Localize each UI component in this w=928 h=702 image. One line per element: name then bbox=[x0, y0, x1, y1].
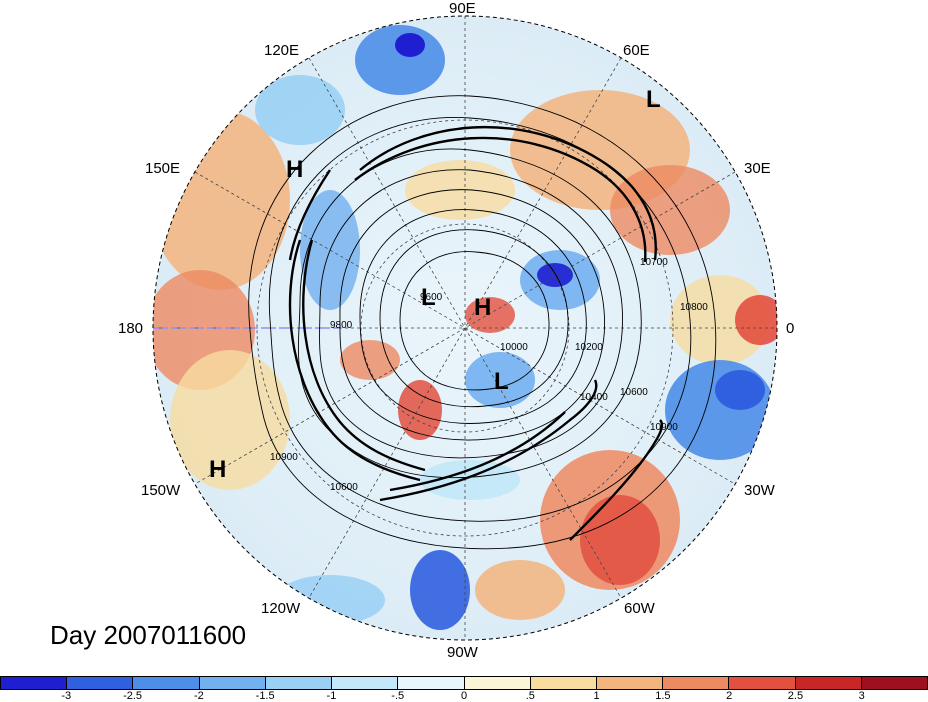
contour-label: 9800 bbox=[330, 320, 353, 331]
lon-label-150w: 150W bbox=[141, 482, 181, 499]
colorbar-tick-label: 0 bbox=[460, 690, 468, 702]
colorbar-segment bbox=[398, 677, 465, 689]
colorbar-tick-label: .5 bbox=[525, 690, 535, 702]
colorbar-segment bbox=[199, 677, 266, 689]
colorbar-segment bbox=[530, 677, 597, 689]
lon-label-90w: 90W bbox=[447, 644, 478, 661]
colorbar-segment bbox=[1, 677, 68, 689]
contour-label: 10900 bbox=[650, 422, 678, 433]
center-h-150w: H bbox=[209, 456, 227, 483]
center-h-pole: H bbox=[474, 294, 492, 321]
colorbar-segment bbox=[464, 677, 531, 689]
colorbar bbox=[0, 676, 928, 690]
contour-labels: 9600 9800 10000 10200 10400 10600 10700 … bbox=[270, 257, 708, 493]
colorbar-segment bbox=[133, 677, 200, 689]
colorbar-tick-label: -.5 bbox=[391, 690, 405, 702]
colorbar-tick-label: -1.5 bbox=[255, 690, 275, 702]
colorbar-tick-label: 2 bbox=[726, 690, 733, 702]
colorbar-tick-label: -1 bbox=[326, 690, 337, 702]
colorbar-tick-label: 2.5 bbox=[787, 690, 804, 702]
contour-label: 10600 bbox=[620, 387, 648, 398]
lon-label-0: 0 bbox=[786, 320, 795, 337]
colorbar-segment bbox=[332, 677, 399, 689]
contour-label: 10000 bbox=[500, 342, 528, 353]
colorbar-segment bbox=[596, 677, 664, 689]
colorbar-segment bbox=[795, 677, 862, 689]
height-contours bbox=[248, 95, 717, 550]
colorbar-tick-label: -2 bbox=[193, 690, 204, 702]
colorbar-tick-label: 1 bbox=[593, 690, 600, 702]
colorbar-segment bbox=[729, 677, 796, 689]
lon-label-120e: 120E bbox=[264, 42, 300, 59]
map-title: Day 2007011600 bbox=[50, 620, 247, 650]
lon-label-60w: 60W bbox=[624, 600, 655, 617]
contour-label: 10400 bbox=[580, 392, 608, 403]
contour-label: 10900 bbox=[270, 452, 298, 463]
center-l-60e: L bbox=[646, 86, 661, 113]
colorbar-segment bbox=[861, 677, 928, 689]
contour-label: 10700 bbox=[640, 257, 668, 268]
contour-label: 10800 bbox=[680, 302, 708, 313]
center-h-150e: H bbox=[286, 156, 304, 183]
colorbar-tick-label: 1.5 bbox=[655, 690, 671, 702]
lon-label-30w: 30W bbox=[744, 482, 775, 499]
contour-label: 10200 bbox=[575, 342, 603, 353]
lon-label-180: 180 bbox=[118, 320, 144, 337]
anomaly-field bbox=[153, 16, 777, 640]
lon-label-120w: 120W bbox=[261, 600, 301, 617]
lon-label-30e: 30E bbox=[744, 160, 771, 177]
center-l-greenland: L bbox=[494, 368, 509, 395]
colorbar-segment bbox=[663, 677, 730, 689]
colorbar-segment bbox=[67, 677, 134, 689]
colorbar-tick-label: 3 bbox=[858, 690, 865, 702]
lon-label-90e: 90E bbox=[449, 0, 476, 17]
lon-label-60e: 60E bbox=[623, 42, 650, 59]
colorbar-segment bbox=[265, 677, 333, 689]
colorbar-tick-label: -2.5 bbox=[123, 690, 143, 702]
colorbar-tick-label: -3 bbox=[61, 690, 72, 702]
contour-label: 10600 bbox=[330, 482, 358, 493]
lon-label-150e: 150E bbox=[145, 160, 181, 177]
contour-label: 9600 bbox=[420, 292, 443, 303]
center-l-pole: L bbox=[421, 284, 436, 311]
map-boundary bbox=[152, 15, 778, 641]
jet-contours bbox=[288, 125, 664, 541]
